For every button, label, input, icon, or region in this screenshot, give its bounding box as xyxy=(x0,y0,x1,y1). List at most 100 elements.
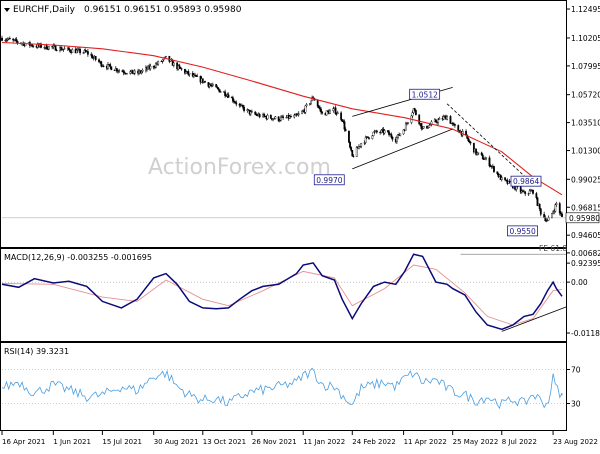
candle-body xyxy=(413,108,416,111)
candle-body xyxy=(152,65,155,68)
watermark: ActionForex.com xyxy=(148,155,331,180)
candle-body xyxy=(465,130,467,136)
macd-signal-line xyxy=(1,264,563,326)
candle-body xyxy=(62,48,65,50)
candle-body xyxy=(561,213,563,217)
candle-body xyxy=(102,65,105,67)
candle-body xyxy=(6,39,9,41)
candle-body xyxy=(554,204,557,212)
candle-body xyxy=(84,50,87,52)
candle-body xyxy=(107,64,109,69)
x-tick-label: 24 Feb 2022 xyxy=(352,438,396,446)
candle-body xyxy=(391,136,394,140)
rsi-title: RSI(14) 39.3231 xyxy=(4,347,69,356)
candle-body xyxy=(123,72,126,74)
candle-body xyxy=(273,118,276,120)
candle-body xyxy=(559,212,562,215)
x-tick-label: 25 May 2022 xyxy=(453,438,499,446)
candle-body xyxy=(157,60,160,65)
candle-body xyxy=(141,69,144,72)
dropdown-arrow-icon[interactable] xyxy=(4,8,10,12)
candle-body xyxy=(196,75,199,77)
price-axis: 1.12495 1.10205 1.07995 1.05720 1.03510 1.013… xyxy=(566,5,600,268)
macd-marks xyxy=(1,253,567,332)
x-axis: 16 Apr 2021 1 Jun 2021 15 Jul 2021 30 Aug 2… xyxy=(1,431,598,446)
price-annotation-box xyxy=(409,88,441,100)
candle-body xyxy=(383,130,386,134)
candle-body xyxy=(519,186,522,193)
price-annotation-label: 0.9550 xyxy=(509,227,535,236)
candle-body xyxy=(535,193,538,198)
candle-body xyxy=(380,129,383,133)
rsi-tick-label: 70 xyxy=(571,366,581,375)
price-tick-label: 0.94605 xyxy=(571,231,600,240)
candle-body xyxy=(185,71,187,74)
candle-body xyxy=(341,119,344,122)
candle-body xyxy=(79,48,81,54)
candle-body xyxy=(553,210,556,213)
candle-body xyxy=(428,125,431,128)
candle-body xyxy=(476,152,479,155)
candle-body xyxy=(406,123,408,125)
candle-body xyxy=(438,117,441,120)
candle-body xyxy=(427,127,430,129)
candle-body xyxy=(86,51,89,55)
candle-body xyxy=(218,89,221,93)
candle-body xyxy=(269,115,272,119)
candle-body xyxy=(122,71,125,73)
x-tick-label: 13 Oct 2021 xyxy=(203,438,246,446)
candle-body xyxy=(435,119,437,123)
candle-body xyxy=(233,100,235,103)
moving-average-line xyxy=(1,41,563,196)
candle-body xyxy=(342,120,345,122)
candle-body xyxy=(468,140,471,143)
candle-body xyxy=(201,78,204,83)
candle-body xyxy=(254,111,257,115)
candle-body xyxy=(188,72,191,75)
candle-body xyxy=(364,137,367,143)
candle-body xyxy=(165,55,167,58)
macd-tick-label: 0.00 xyxy=(571,278,588,287)
candle-body xyxy=(543,214,546,218)
x-tick-label: 11 Jan 2022 xyxy=(303,438,345,446)
candle-body xyxy=(332,108,335,112)
candle-body xyxy=(131,69,134,74)
candle-body xyxy=(90,54,93,56)
candle-body xyxy=(249,111,252,115)
candle-body xyxy=(411,112,414,117)
candle-body xyxy=(216,86,219,89)
x-tick-label: 8 Jul 2022 xyxy=(502,438,537,446)
candle-body xyxy=(118,70,121,72)
candle-body xyxy=(94,56,97,60)
candle-body xyxy=(301,111,303,114)
candle-body xyxy=(172,62,175,66)
candle-body xyxy=(98,59,100,63)
candle-body xyxy=(414,110,417,116)
rsi-panel-frame xyxy=(0,342,567,431)
price-annotation-label: 1.0512 xyxy=(412,90,438,99)
candle-body xyxy=(304,105,307,113)
candle-body xyxy=(348,130,350,143)
candle-body xyxy=(308,103,311,105)
candle-body xyxy=(155,63,157,68)
candle-body xyxy=(475,148,478,155)
candle-body xyxy=(8,37,11,40)
symbol-label: EURCHF,Daily xyxy=(13,5,76,15)
candle-body xyxy=(60,47,63,51)
candle-body xyxy=(75,49,78,54)
candle-body xyxy=(305,104,308,107)
candle-body xyxy=(238,103,241,106)
candle-body xyxy=(179,66,182,69)
candle-body xyxy=(207,82,210,87)
x-tick-label: 11 Apr 2022 xyxy=(404,438,447,446)
rsi-axis: 70 30 xyxy=(2,366,581,409)
candle-body xyxy=(335,113,338,115)
candle-body xyxy=(538,203,541,209)
macd-title: MACD(12,26,9) -0.003255 -0.001695 xyxy=(4,253,152,262)
candle-body xyxy=(508,180,511,183)
candle-body xyxy=(224,91,227,96)
price-annotation-label: 0.9864 xyxy=(513,177,539,186)
candle-body xyxy=(54,45,57,51)
candle-body xyxy=(91,55,94,59)
